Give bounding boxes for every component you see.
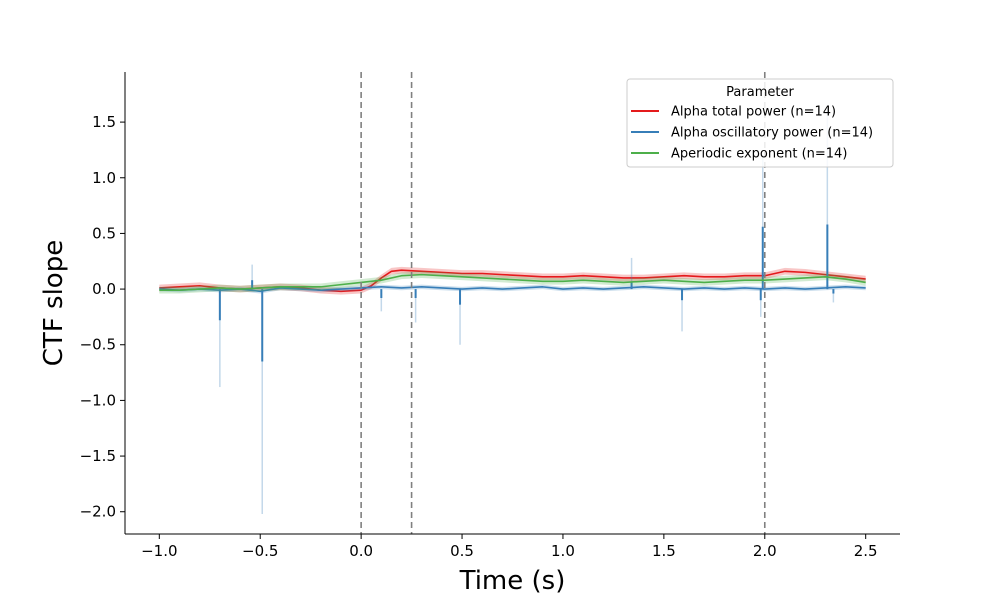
legend-box — [626, 78, 894, 168]
series-2 — [159, 271, 866, 294]
legend-label: Alpha total power (n=14) — [671, 105, 836, 120]
x-tick-label: −1.0 — [141, 542, 177, 560]
legend-label: Alpha oscillatory power (n=14) — [671, 126, 873, 141]
y-tick-label: −1.0 — [80, 391, 116, 409]
event-markers — [360, 72, 766, 534]
y-axis-ticks: −2.0 −1.5 −1.0 −0.5 0.0 0.5 1.0 1.5 — [80, 113, 125, 521]
series-0-ci-band — [159, 266, 866, 295]
legend-label: Aperiodic exponent (n=14) — [671, 147, 847, 162]
legend-item-2: Aperiodic exponent (n=14) — [631, 147, 847, 162]
y-tick-label: 0.5 — [92, 224, 116, 242]
y-tick-label: −1.5 — [80, 447, 116, 465]
series-2-ci-band — [159, 271, 866, 294]
legend-title: Parameter — [726, 85, 794, 100]
y-tick-label: −2.0 — [80, 503, 116, 521]
y-tick-label: 0.0 — [92, 280, 116, 298]
series-1 — [159, 105, 866, 514]
legend-items: Alpha total power (n=14) Alpha oscillator… — [631, 105, 873, 162]
y-tick-label: 1.5 — [92, 113, 116, 131]
x-axis-label: Time (s) — [459, 566, 566, 596]
x-tick-label: 0.0 — [349, 542, 373, 560]
x-tick-label: 1.5 — [652, 542, 676, 560]
legend-item-1: Alpha oscillatory power (n=14) — [631, 126, 873, 141]
axes-spines — [124, 72, 900, 535]
x-tick-label: 2.5 — [854, 542, 878, 560]
legend-item-0: Alpha total power (n=14) — [631, 105, 836, 120]
y-axis-label: CTF slope — [39, 240, 69, 366]
x-tick-label: 2.0 — [753, 542, 777, 560]
x-tick-label: 1.0 — [551, 542, 575, 560]
y-tick-label: −0.5 — [80, 336, 116, 354]
series-1-line — [159, 286, 866, 293]
y-tick-label: 1.0 — [92, 169, 116, 187]
x-tick-label: −0.5 — [242, 542, 278, 560]
series-2-line — [159, 273, 866, 291]
x-tick-label: 0.5 — [450, 542, 474, 560]
plot-area — [159, 105, 866, 514]
legend: Parameter Alpha total power (n=14)Alpha … — [626, 78, 894, 168]
x-axis-ticks: −1.0 −0.5 0.0 0.5 1.0 1.5 2.0 2.5 — [141, 534, 878, 560]
